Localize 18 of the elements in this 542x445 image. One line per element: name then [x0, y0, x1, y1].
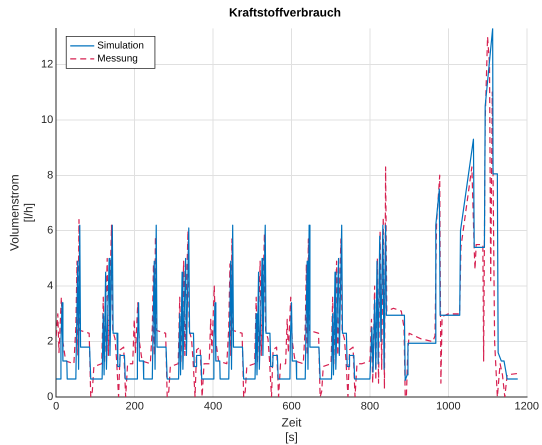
x-tick-label: 200 [125, 400, 144, 413]
y-tick-label: 10 [40, 114, 54, 126]
y-tick-label: 0 [47, 391, 54, 404]
y-tick-label: 4 [47, 280, 54, 292]
legend-label: Messung [97, 54, 138, 65]
x-tick-label: 400 [204, 400, 222, 413]
y-tick-label: 12 [40, 58, 54, 70]
x-tick-label: 800 [360, 400, 380, 413]
y-tick-label: 6 [47, 224, 54, 237]
y-tick-label: 2 [47, 336, 54, 348]
x-tick-label: 600 [282, 400, 301, 413]
legend-label: Simulation [97, 40, 144, 52]
chart-title: Kraftstoffverbrauch [228, 6, 342, 20]
x-tick-label: 1200 [514, 400, 540, 413]
y-tick-label: 8 [47, 169, 54, 182]
y-axis-title: Volumenstrom [l/h] [7, 174, 36, 252]
x-tick-label: 1000 [436, 400, 461, 413]
x-axis-title: Zeit [s] [281, 416, 302, 444]
